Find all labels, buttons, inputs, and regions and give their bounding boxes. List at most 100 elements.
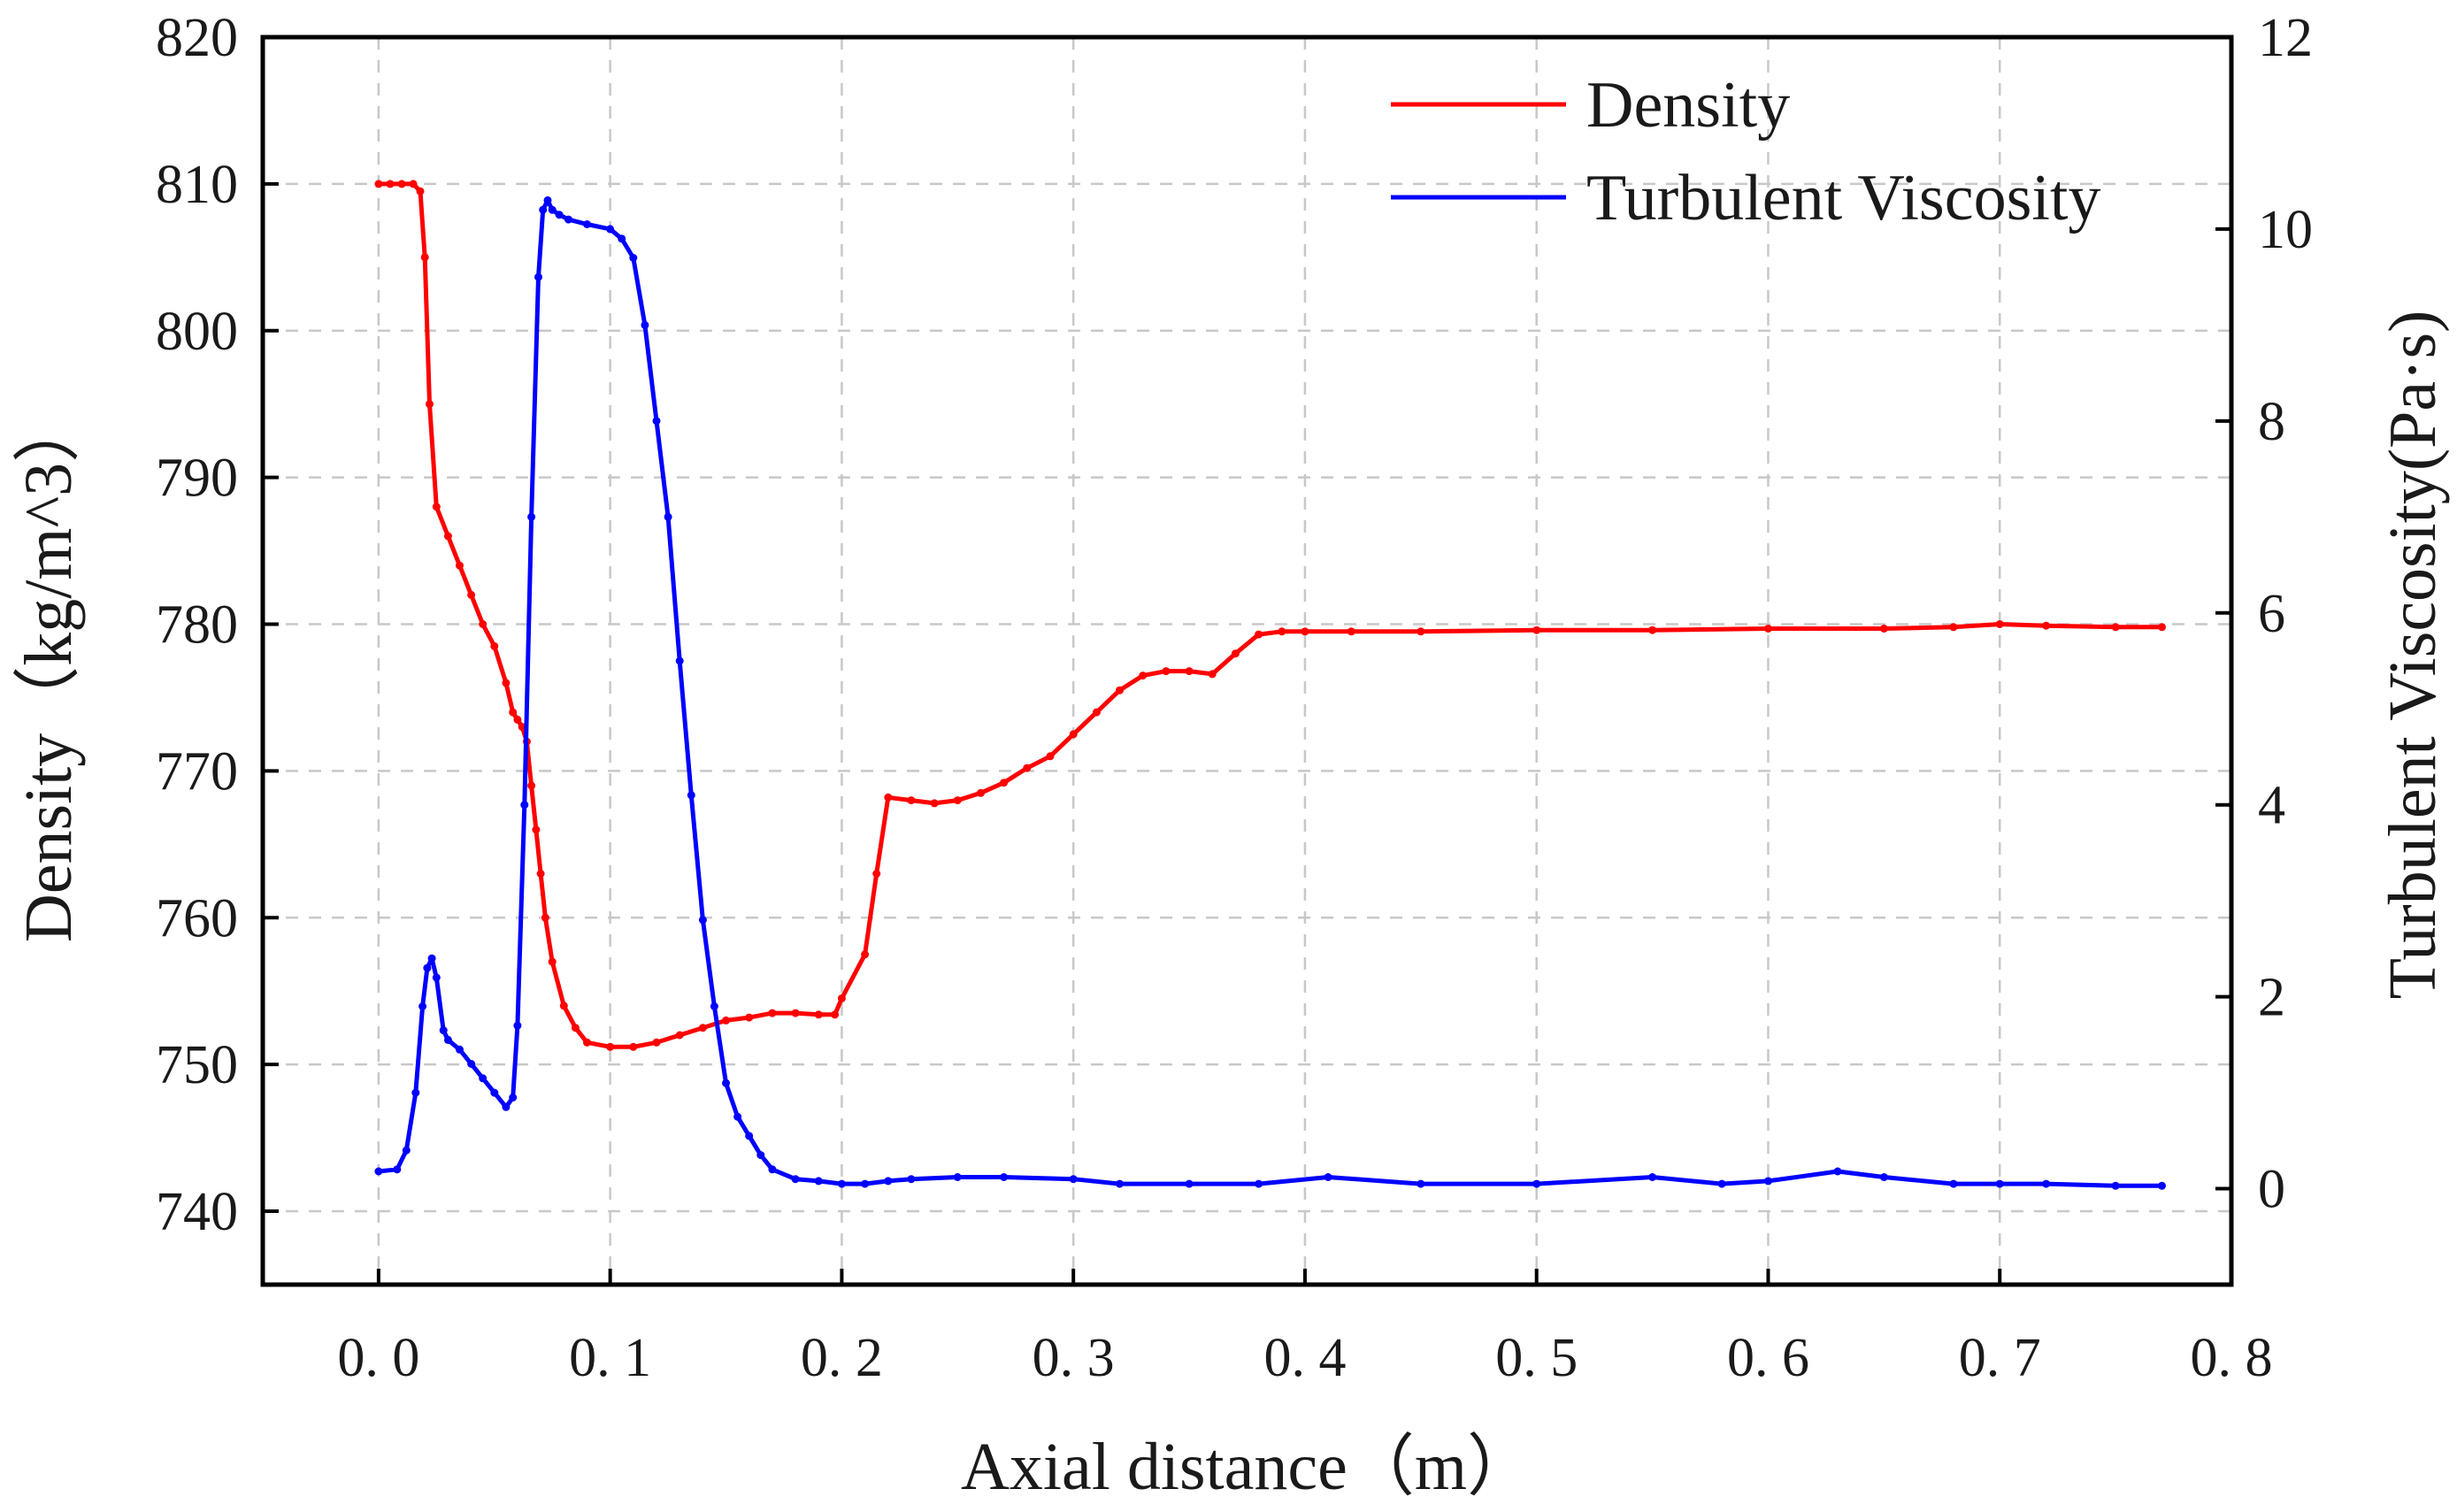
turbulent-viscosity-point [1532, 1179, 1541, 1188]
turbulent-viscosity-point [907, 1175, 916, 1184]
density-point [768, 1009, 777, 1017]
density-point [527, 781, 536, 790]
density-point [456, 561, 464, 570]
density-point [420, 253, 429, 262]
turbulent-viscosity-point [756, 1151, 765, 1160]
y-axis-title: Density（kg/m^3） [12, 395, 86, 942]
density-point [1301, 627, 1309, 636]
turbulent-viscosity-point [423, 963, 432, 972]
turbulent-viscosity-point [837, 1179, 846, 1188]
density-point [571, 1024, 580, 1032]
turbulent-viscosity-point [1185, 1179, 1194, 1188]
turbulent-viscosity-point [733, 1112, 742, 1121]
y-tick-label: 780 [156, 595, 238, 656]
y-tick-label: 740 [156, 1182, 238, 1242]
turbulent-viscosity-point [393, 1165, 402, 1174]
turbulent-viscosity-point [1116, 1179, 1124, 1188]
density-point [397, 180, 406, 188]
density-point [977, 788, 985, 797]
density-point [1208, 670, 1217, 679]
x-tick-label: 0. 6 [1727, 1328, 1809, 1388]
density-point [1162, 667, 1171, 676]
density-point [606, 1042, 615, 1051]
turbulent-viscosity-point [432, 973, 441, 982]
turbulent-viscosity-point [490, 1088, 499, 1097]
turbulent-viscosity-point [439, 1026, 448, 1035]
density-point [884, 793, 893, 802]
turbulent-viscosity-point [534, 272, 542, 281]
grid [263, 37, 2231, 1285]
x-tick-label: 0. 5 [1495, 1328, 1578, 1388]
density-point [652, 1038, 661, 1047]
turbulent-viscosity-point [814, 1177, 823, 1186]
y2-axis-title: Turbulent Viscosity(Pa·s) [2376, 311, 2450, 1000]
density-point [872, 870, 881, 878]
turbulent-viscosity-point [427, 954, 436, 963]
density-point [2042, 621, 2051, 630]
y-tick-label: 750 [156, 1035, 238, 1095]
turbulent-viscosity-point [664, 512, 672, 521]
density-point [907, 796, 916, 805]
turbulent-viscosity-point [411, 1088, 420, 1097]
density-point [502, 679, 511, 687]
turbulent-viscosity-point [539, 205, 548, 214]
density-point [467, 590, 476, 599]
turbulent-viscosity-point [527, 512, 536, 521]
turbulent-viscosity-point [687, 791, 695, 800]
density-point [1255, 630, 1263, 639]
density-point [861, 950, 870, 959]
density-point [374, 180, 383, 188]
turbulent-viscosity-point [768, 1165, 777, 1174]
density-point [548, 957, 557, 966]
density-point [1278, 627, 1286, 636]
turbulent-viscosity-point [953, 1173, 962, 1181]
turbulent-viscosity-point [652, 417, 661, 426]
x-tick-label: 0. 2 [801, 1328, 883, 1388]
turbulent-viscosity-point [502, 1102, 511, 1111]
turbulent-viscosity-point [583, 220, 591, 228]
turbulent-viscosity-point [1995, 1179, 2004, 1188]
density-point [675, 1031, 684, 1040]
x-tick-label: 0. 3 [1033, 1328, 1115, 1388]
turbulent-viscosity-point [418, 1002, 427, 1010]
turbulent-viscosity-point [1069, 1175, 1078, 1184]
y2-tick-label: 6 [2258, 584, 2285, 644]
turbulent-viscosity-point [745, 1132, 754, 1140]
turbulent-viscosity-point [2042, 1179, 2051, 1188]
turbulent-viscosity-point [861, 1179, 870, 1188]
density-point [791, 1009, 800, 1017]
density-point [532, 825, 541, 834]
y-tick-label: 790 [156, 449, 238, 509]
density-point [1648, 626, 1657, 634]
turbulent-viscosity-point [543, 196, 552, 204]
density-point [814, 1010, 823, 1019]
density-point [386, 180, 395, 188]
turbulent-viscosity-point [509, 1094, 518, 1101]
turbulent-viscosity-point [791, 1175, 800, 1184]
turbulent-viscosity-point [555, 211, 564, 219]
density-point [541, 913, 549, 922]
y-tick-label: 760 [156, 888, 238, 948]
density-point [490, 641, 499, 650]
turbulent-viscosity-point [2111, 1181, 2120, 1190]
turbulent-viscosity-line [376, 197, 2164, 1188]
turbulent-viscosity-point [606, 225, 615, 234]
turbulent-viscosity-point [675, 656, 684, 665]
density-point [698, 1024, 707, 1032]
y-tick-label: 770 [156, 741, 238, 802]
turbulent-viscosity-point [1949, 1179, 1958, 1188]
plot-frame [260, 35, 2234, 1287]
x-axis-title: Axial distance（m） [961, 1430, 1534, 1504]
turbulent-viscosity-point [1764, 1177, 1772, 1186]
density-point [629, 1042, 638, 1051]
y2-tick-label: 4 [2258, 776, 2285, 836]
turbulent-viscosity-point [722, 1078, 730, 1087]
x-tick-label: 0. 0 [337, 1328, 419, 1388]
x-tick-label: 0. 1 [569, 1328, 651, 1388]
density-point [1023, 764, 1032, 772]
turbulent-viscosity-point [564, 215, 572, 224]
density-point [2111, 623, 2120, 632]
density-point [831, 1010, 840, 1019]
density-point [432, 503, 441, 511]
